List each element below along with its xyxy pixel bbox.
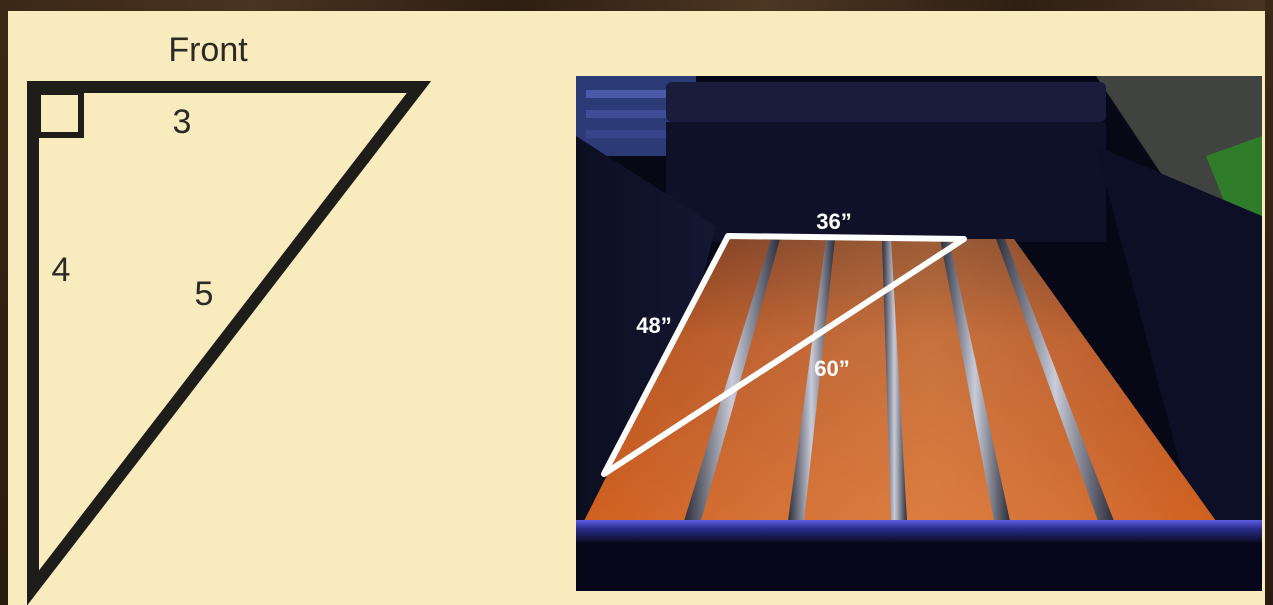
side-left-label: 4 — [52, 251, 71, 289]
truck-bed-photo: 36” 48” 60” — [576, 76, 1262, 591]
floor-highlight — [584, 239, 1216, 521]
background-grass — [1206, 136, 1262, 226]
measure-48-label: 48” — [636, 313, 671, 338]
tailgate-rail — [576, 520, 1262, 542]
chrome-strip — [788, 239, 835, 521]
chrome-strip — [882, 239, 907, 521]
tailgate — [576, 542, 1262, 591]
wood-frame-right — [1265, 0, 1273, 605]
bed-right-wall — [1096, 146, 1262, 546]
bed-front-rail — [666, 82, 1106, 122]
bed-left-wall — [576, 136, 716, 546]
hypotenuse-label: 5 — [195, 275, 214, 313]
right-angle-marker — [35, 89, 84, 138]
measure-60-label: 60” — [814, 356, 849, 381]
right-triangle-diagram: Front 3 4 5 — [27, 31, 432, 605]
house-siding — [586, 90, 686, 98]
triangle-outline — [27, 81, 432, 605]
bed-front-wall — [666, 122, 1106, 242]
house-siding — [586, 110, 686, 118]
wood-frame-top — [0, 0, 1273, 11]
chrome-strip — [940, 239, 1010, 521]
measurement-triangle — [601, 233, 967, 477]
side-top-label: 3 — [173, 103, 192, 141]
chrome-strip — [684, 239, 780, 521]
measure-36-label: 36” — [816, 209, 851, 234]
chrome-strip — [996, 239, 1114, 521]
house-siding — [586, 130, 686, 138]
front-label: Front — [168, 31, 248, 69]
wood-frame-left — [0, 0, 8, 605]
